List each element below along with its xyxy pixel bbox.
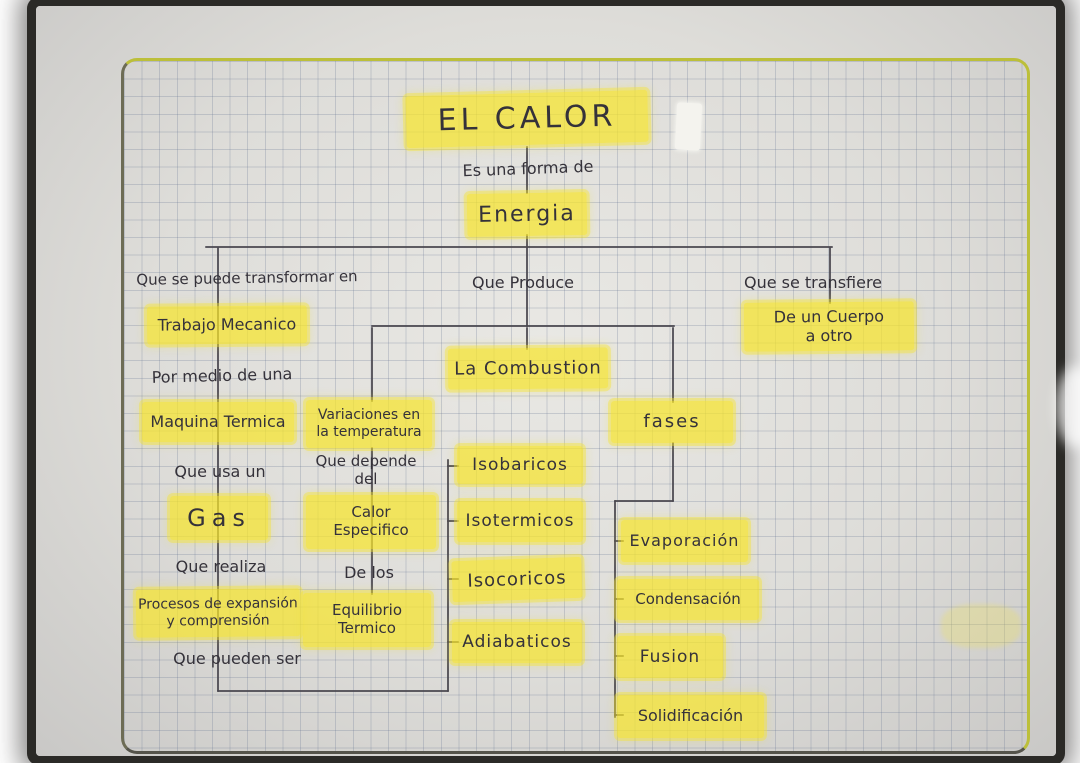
connector-line — [614, 500, 674, 502]
connector-line — [672, 327, 674, 403]
notebook-page: EL CALOR Es una forma de Energia Que se pue… — [36, 6, 1080, 756]
connector-line — [371, 325, 675, 327]
node-forma-label: Es una forma de — [462, 156, 594, 180]
node-isobaricos: Isobaricos — [457, 446, 583, 484]
node-equilibrio: Equilibrio Termico — [303, 593, 431, 647]
connector-line — [217, 247, 219, 692]
node-procesos: Procesos de expansión y comprensión — [135, 588, 301, 638]
node-isotermicos: Isotermicos — [457, 501, 583, 542]
connector-line — [829, 247, 831, 304]
light-reflection — [1056, 366, 1080, 448]
node-calor-especifico: Calor Especifico — [306, 495, 436, 549]
connector-line — [526, 327, 528, 350]
node-title: EL CALOR — [405, 89, 649, 149]
connector-line — [614, 540, 624, 542]
connector-line — [526, 247, 528, 327]
node-isocoricos: Isocoricos — [451, 556, 583, 603]
node-depende-label: Que depende del — [315, 452, 417, 488]
node-variaciones: Variaciones en la temperatura — [306, 400, 432, 448]
connector-line — [205, 246, 833, 248]
node-energia: Energia — [466, 191, 588, 238]
node-gas: Gas — [170, 496, 268, 540]
node-solidificacion: Solidificación — [617, 695, 764, 738]
connector-line — [614, 500, 616, 718]
node-branch1-label: Que se puede transformar en — [136, 267, 358, 290]
connector-line — [526, 234, 528, 248]
node-condensacion: Condensación — [617, 579, 759, 620]
node-medio-label: Por medio de una — [151, 363, 293, 387]
node-fusion: Fusion — [617, 636, 723, 678]
node-fases: fases — [611, 401, 733, 443]
node-combustion: La Combustion — [447, 347, 609, 390]
node-cuerpo: De un Cuerpo a otro — [743, 301, 915, 352]
node-adiabaticos: Adiabaticos — [452, 622, 582, 663]
node-evaporacion: Evaporación — [621, 520, 748, 562]
node-trabajo: Trabajo Mecanico — [146, 305, 308, 345]
node-pueden-label: Que pueden ser — [173, 648, 301, 668]
connector-line — [371, 327, 373, 402]
node-transfiere-label: Que se transfiere — [743, 272, 883, 292]
connector-line — [447, 459, 449, 692]
node-delos-label: De los — [344, 562, 394, 582]
node-realiza-label: Que realiza — [175, 556, 267, 576]
connector-line — [526, 146, 528, 194]
node-produce-label: Que Produce — [472, 272, 574, 292]
connector-line — [447, 520, 459, 522]
connector-line — [447, 465, 459, 467]
node-usa-label: Que usa un — [174, 461, 266, 481]
connector-line — [672, 442, 674, 502]
connector-line — [217, 690, 449, 692]
node-maquina: Maquina Termica — [142, 402, 294, 442]
